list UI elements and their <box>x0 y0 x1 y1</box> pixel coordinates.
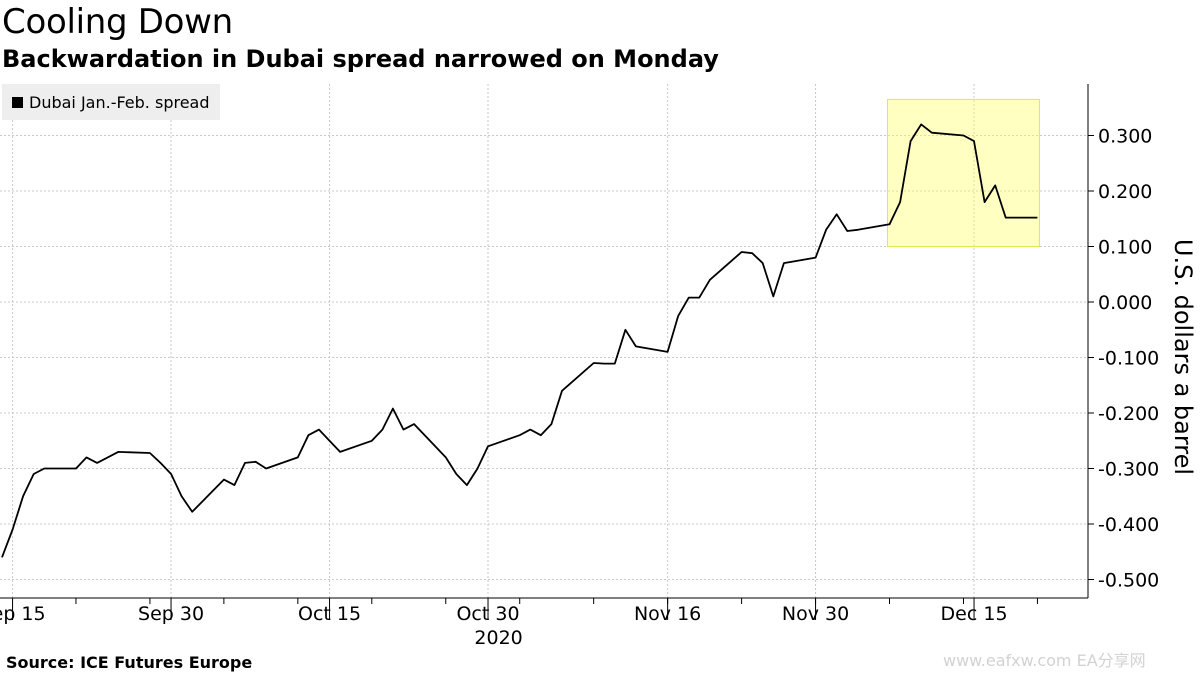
y-tick-label: -0.400 <box>1098 514 1159 536</box>
y-tick-label: 0.100 <box>1098 237 1152 259</box>
x-tick-label: Oct 15 <box>298 603 361 625</box>
x-tick-label: Nov 16 <box>634 603 701 625</box>
legend-swatch <box>12 96 23 108</box>
legend-label: Dubai Jan.-Feb. spread <box>29 92 210 112</box>
x-tick-label: Dec 15 <box>941 603 1008 625</box>
x-tick-label: Oct 30 <box>456 603 519 625</box>
y-tick-label: -0.300 <box>1098 459 1159 481</box>
series-line <box>1 123 1038 558</box>
highlight-layer <box>887 98 1040 247</box>
y-tick-label: 0.300 <box>1098 126 1152 148</box>
series-layer <box>1 123 1038 558</box>
axis-layer: -0.500 -0.400 -0.300 -0.200 -0.100 0.000 0.100… <box>0 84 1159 649</box>
grid-layer <box>0 84 1088 598</box>
y-tick-label: -0.100 <box>1098 348 1159 370</box>
y-tick-label: 0.200 <box>1098 181 1152 203</box>
y-tick-label: -0.200 <box>1098 403 1159 425</box>
x-tick-label: Nov 30 <box>782 603 849 625</box>
y-tick-label: -0.500 <box>1098 570 1159 592</box>
legend: Dubai Jan.-Feb. spread <box>2 84 220 120</box>
chart-subtitle: Backwardation in Dubai spread narrowed o… <box>2 45 719 73</box>
y-tick-label: 0.000 <box>1098 292 1152 314</box>
watermark: www.eafxw.com EA分享网 <box>943 651 1146 670</box>
x-axis-label: 2020 <box>474 627 522 649</box>
x-tick-label: Sep 30 <box>138 603 204 625</box>
y-axis-label: U.S. dollars a barrel <box>1169 238 1197 476</box>
highlight-box <box>887 98 1040 247</box>
source-note: Source: ICE Futures Europe <box>6 653 253 672</box>
chart-title: Cooling Down <box>2 2 233 42</box>
x-tick-label: Sep 15 <box>0 603 46 625</box>
